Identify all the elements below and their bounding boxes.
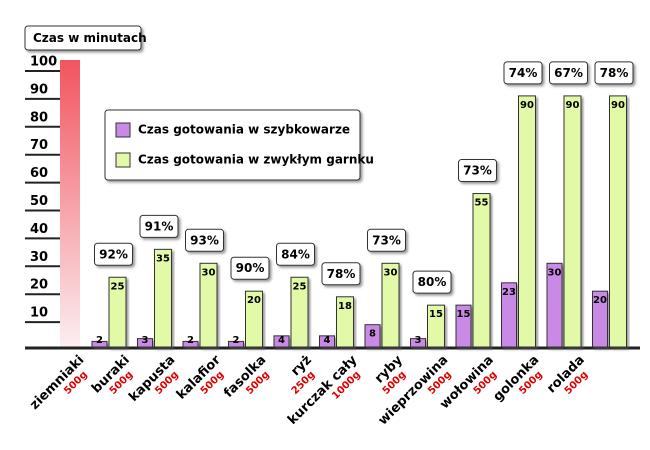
bar xyxy=(319,335,335,348)
savings-box xyxy=(185,228,224,252)
bar-value-label: 18 xyxy=(338,301,352,312)
legend-label: Czas gotowania w szybkowarze xyxy=(138,123,350,137)
savings-box xyxy=(230,256,270,280)
legend: Czas gotowania w szybkowarze Czas gotowan… xyxy=(104,109,374,181)
bar-value-label: 3 xyxy=(415,335,422,346)
bar xyxy=(336,296,354,348)
legend-swatch xyxy=(115,152,131,168)
bar xyxy=(472,193,491,348)
bar xyxy=(228,340,244,348)
y-tick-label: 100 xyxy=(30,55,57,70)
bar-value-label: 4 xyxy=(278,335,285,346)
bar xyxy=(245,290,263,348)
savings-box xyxy=(276,242,315,266)
bar xyxy=(91,340,108,348)
bar xyxy=(592,290,608,348)
bar-value-label: 35 xyxy=(156,253,170,264)
legend-box xyxy=(104,109,361,181)
savings-box xyxy=(367,228,406,252)
savings-label: 92% xyxy=(99,247,128,261)
legend-label: Czas gotowania w zwykłym garnku xyxy=(138,153,374,167)
legend-swatch xyxy=(115,122,131,138)
bar-value-label: 15 xyxy=(457,309,471,320)
bar xyxy=(546,262,563,348)
bar-value-label: 25 xyxy=(111,281,125,292)
bar-value-label: 30 xyxy=(384,267,398,278)
bar-value-label: 2 xyxy=(187,335,194,346)
bar xyxy=(199,262,218,348)
bar-value-label: 2 xyxy=(233,335,240,346)
bar xyxy=(108,276,127,348)
bar-value-label: 30 xyxy=(548,267,562,278)
bar-value-label: 90 xyxy=(520,100,534,111)
savings-box xyxy=(458,159,497,183)
bar-value-label: 20 xyxy=(247,295,261,306)
savings-box xyxy=(549,61,588,85)
savings-box xyxy=(412,270,452,294)
savings-label: 91% xyxy=(145,219,174,233)
bar xyxy=(154,248,172,348)
bar xyxy=(427,304,445,348)
savings-label: 90% xyxy=(236,261,265,275)
savings-label: 74% xyxy=(509,66,538,80)
bar xyxy=(518,95,536,348)
y-axis-label: Czas w minutach xyxy=(33,31,147,45)
y-tick-label: 90 xyxy=(30,82,48,97)
bar xyxy=(563,95,582,348)
bar-value-label: 20 xyxy=(593,295,607,306)
bar-value-label: 30 xyxy=(202,267,216,278)
savings-label: 78% xyxy=(600,66,629,80)
bar xyxy=(609,95,627,348)
bar-value-label: 15 xyxy=(429,309,443,320)
bar xyxy=(182,340,199,348)
y-tick-label: 10 xyxy=(30,306,48,321)
savings-box xyxy=(139,214,179,238)
savings-label: 73% xyxy=(372,233,401,247)
savings-label: 93% xyxy=(190,233,219,247)
savings-label: 80% xyxy=(418,275,447,289)
y-tick-label: 40 xyxy=(30,222,48,237)
axis-bar xyxy=(60,60,80,347)
bar xyxy=(364,324,381,348)
savings-label: 73% xyxy=(463,164,492,178)
y-tick-label: 50 xyxy=(30,194,48,209)
savings-label: 78% xyxy=(327,267,356,281)
bar-value-label: 8 xyxy=(369,329,376,340)
savings-box xyxy=(94,242,133,266)
bar-value-label: 23 xyxy=(502,287,516,298)
bar-value-label: 55 xyxy=(475,198,489,209)
savings-box xyxy=(321,262,361,286)
y-tick-label: 80 xyxy=(30,110,48,125)
savings-label: 67% xyxy=(554,66,583,80)
savings-label: 84% xyxy=(281,247,310,261)
bar-value-label: 90 xyxy=(566,100,580,111)
bar xyxy=(501,282,517,348)
bar-value-label: 4 xyxy=(324,335,331,346)
bar xyxy=(455,304,472,348)
bar-value-label: 25 xyxy=(293,281,307,292)
bar xyxy=(290,276,309,348)
y-tick-label: 20 xyxy=(30,278,48,293)
y-tick-label: 30 xyxy=(30,250,48,265)
savings-box xyxy=(594,61,634,85)
savings-box xyxy=(503,61,543,85)
bar xyxy=(381,262,400,348)
y-tick-label: 60 xyxy=(30,166,48,181)
bar-value-label: 90 xyxy=(611,100,625,111)
bar xyxy=(410,338,426,348)
bar xyxy=(137,338,153,348)
bar-value-label: 2 xyxy=(96,335,103,346)
y-tick-label: 70 xyxy=(30,138,48,153)
bar-value-label: 3 xyxy=(142,335,149,346)
bar xyxy=(273,335,290,348)
y-label-box xyxy=(24,25,142,51)
